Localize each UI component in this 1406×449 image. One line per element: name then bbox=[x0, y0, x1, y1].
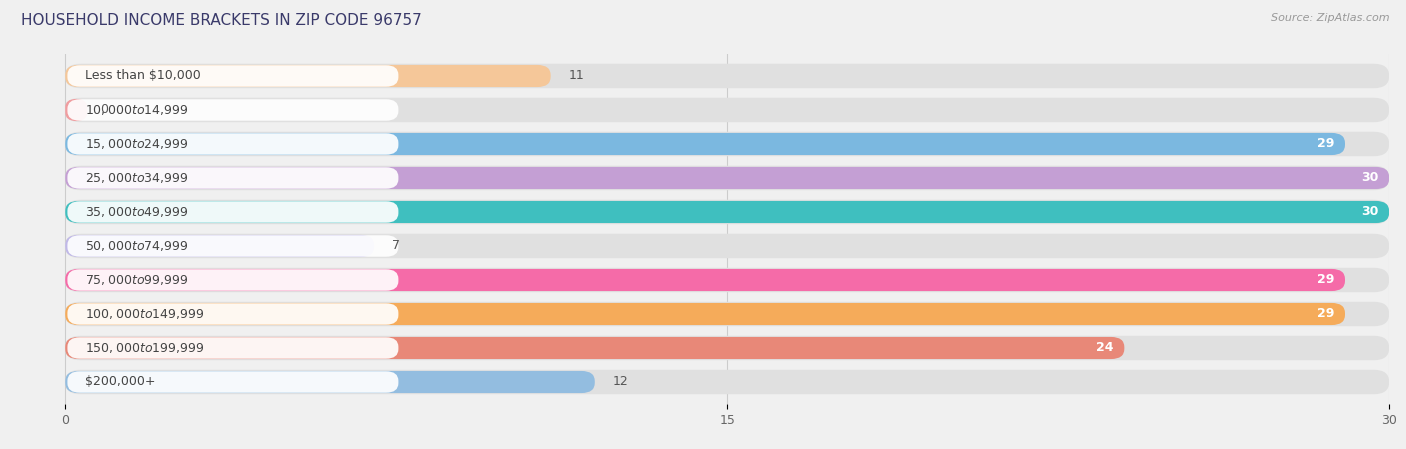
FancyBboxPatch shape bbox=[67, 269, 398, 291]
Text: $35,000 to $49,999: $35,000 to $49,999 bbox=[86, 205, 188, 219]
FancyBboxPatch shape bbox=[67, 371, 398, 393]
Text: Source: ZipAtlas.com: Source: ZipAtlas.com bbox=[1271, 13, 1389, 23]
FancyBboxPatch shape bbox=[65, 98, 1389, 122]
FancyBboxPatch shape bbox=[67, 201, 398, 223]
Text: 11: 11 bbox=[568, 70, 583, 83]
FancyBboxPatch shape bbox=[65, 132, 1389, 156]
FancyBboxPatch shape bbox=[65, 166, 1389, 190]
Text: 12: 12 bbox=[613, 375, 628, 388]
Text: HOUSEHOLD INCOME BRACKETS IN ZIP CODE 96757: HOUSEHOLD INCOME BRACKETS IN ZIP CODE 96… bbox=[21, 13, 422, 28]
Text: 0: 0 bbox=[100, 103, 108, 116]
FancyBboxPatch shape bbox=[67, 235, 398, 257]
FancyBboxPatch shape bbox=[65, 371, 595, 393]
FancyBboxPatch shape bbox=[65, 235, 374, 257]
Text: $15,000 to $24,999: $15,000 to $24,999 bbox=[86, 137, 188, 151]
Text: 30: 30 bbox=[1361, 172, 1378, 185]
FancyBboxPatch shape bbox=[65, 64, 1389, 88]
Text: Less than $10,000: Less than $10,000 bbox=[86, 70, 201, 83]
FancyBboxPatch shape bbox=[65, 337, 1125, 359]
FancyBboxPatch shape bbox=[65, 336, 1389, 360]
Text: 29: 29 bbox=[1316, 137, 1334, 150]
Text: 24: 24 bbox=[1095, 342, 1114, 355]
Text: 29: 29 bbox=[1316, 308, 1334, 321]
FancyBboxPatch shape bbox=[65, 269, 1346, 291]
FancyBboxPatch shape bbox=[65, 201, 1389, 223]
Text: $75,000 to $99,999: $75,000 to $99,999 bbox=[86, 273, 188, 287]
FancyBboxPatch shape bbox=[67, 133, 398, 155]
Text: $200,000+: $200,000+ bbox=[86, 375, 156, 388]
Text: 7: 7 bbox=[392, 239, 399, 252]
Text: 30: 30 bbox=[1361, 206, 1378, 219]
FancyBboxPatch shape bbox=[65, 303, 1346, 325]
FancyBboxPatch shape bbox=[65, 99, 87, 121]
FancyBboxPatch shape bbox=[67, 65, 398, 87]
FancyBboxPatch shape bbox=[67, 167, 398, 189]
FancyBboxPatch shape bbox=[65, 268, 1389, 292]
FancyBboxPatch shape bbox=[65, 370, 1389, 394]
FancyBboxPatch shape bbox=[65, 200, 1389, 224]
FancyBboxPatch shape bbox=[65, 167, 1389, 189]
FancyBboxPatch shape bbox=[65, 65, 551, 87]
Text: $25,000 to $34,999: $25,000 to $34,999 bbox=[86, 171, 188, 185]
FancyBboxPatch shape bbox=[65, 133, 1346, 155]
FancyBboxPatch shape bbox=[67, 337, 398, 359]
FancyBboxPatch shape bbox=[67, 303, 398, 325]
FancyBboxPatch shape bbox=[65, 302, 1389, 326]
Text: $50,000 to $74,999: $50,000 to $74,999 bbox=[86, 239, 188, 253]
FancyBboxPatch shape bbox=[65, 234, 1389, 258]
Text: $100,000 to $149,999: $100,000 to $149,999 bbox=[86, 307, 204, 321]
Text: $10,000 to $14,999: $10,000 to $14,999 bbox=[86, 103, 188, 117]
Text: 29: 29 bbox=[1316, 273, 1334, 286]
Text: $150,000 to $199,999: $150,000 to $199,999 bbox=[86, 341, 204, 355]
FancyBboxPatch shape bbox=[67, 99, 398, 121]
